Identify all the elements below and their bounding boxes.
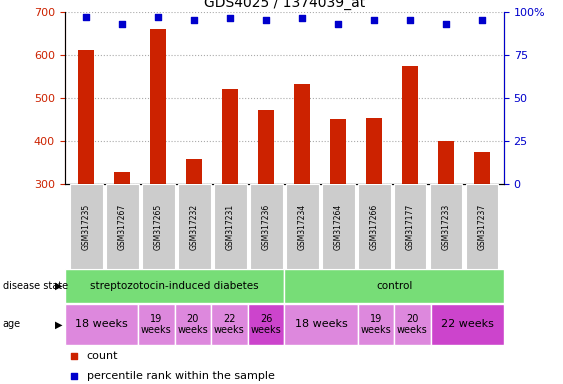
Point (406, 17, 415, 23)
Bar (358, 304, 394, 345)
Bar (70, 184, 102, 269)
Bar (394, 304, 431, 345)
Point (298, 15, 307, 22)
Point (82, 13, 91, 20)
Bar (250, 184, 283, 269)
Text: GSM317265: GSM317265 (154, 204, 163, 250)
Point (226, 15, 235, 22)
Bar (178, 184, 211, 269)
Bar (114, 172, 131, 184)
Bar (284, 270, 504, 303)
Bar (466, 184, 498, 269)
Bar (431, 304, 504, 345)
Point (190, 17, 199, 23)
Bar (142, 184, 175, 269)
Text: 22
weeks: 22 weeks (214, 314, 245, 335)
Text: percentile rank within the sample: percentile rank within the sample (87, 371, 275, 381)
Text: 19
weeks: 19 weeks (141, 314, 172, 335)
Bar (474, 152, 490, 184)
Text: GSM317235: GSM317235 (82, 204, 91, 250)
Bar (286, 184, 319, 269)
Point (154, 13, 163, 20)
Text: GSM317266: GSM317266 (370, 204, 379, 250)
Bar (222, 89, 238, 184)
Bar (438, 141, 454, 184)
Bar (175, 304, 211, 345)
Title: GDS4025 / 1374039_at: GDS4025 / 1374039_at (204, 0, 365, 10)
Text: streptozotocin-induced diabetes: streptozotocin-induced diabetes (90, 281, 259, 291)
Bar (214, 184, 247, 269)
Bar (150, 29, 167, 184)
Point (69, 372, 78, 379)
Bar (186, 159, 203, 184)
Bar (294, 84, 310, 184)
Bar (258, 110, 274, 184)
Text: 20
weeks: 20 weeks (397, 314, 428, 335)
Bar (430, 184, 462, 269)
Point (262, 17, 271, 23)
Point (442, 20, 451, 27)
Bar (358, 184, 391, 269)
Text: GSM317236: GSM317236 (262, 204, 271, 250)
Point (69, 353, 78, 359)
Bar (402, 66, 418, 184)
Text: GSM317231: GSM317231 (226, 204, 235, 250)
Text: 18 weeks: 18 weeks (75, 319, 128, 329)
Text: GSM317232: GSM317232 (190, 204, 199, 250)
Text: GSM317234: GSM317234 (298, 204, 307, 250)
Bar (330, 119, 346, 184)
Bar (106, 184, 138, 269)
Bar (138, 304, 175, 345)
Point (478, 17, 487, 23)
Bar (322, 184, 355, 269)
Text: control: control (376, 281, 412, 291)
Text: 26
weeks: 26 weeks (251, 314, 282, 335)
Text: 22 weeks: 22 weeks (441, 319, 494, 329)
Bar (78, 50, 95, 184)
Text: age: age (3, 319, 21, 329)
Text: ▶: ▶ (55, 281, 62, 291)
Point (334, 20, 343, 27)
Text: GSM317233: GSM317233 (442, 204, 451, 250)
Text: disease state: disease state (3, 281, 68, 291)
Text: 20
weeks: 20 weeks (177, 314, 208, 335)
Bar (65, 270, 284, 303)
Text: count: count (87, 351, 118, 361)
Text: GSM317237: GSM317237 (478, 204, 487, 250)
Text: GSM317177: GSM317177 (406, 204, 415, 250)
Point (118, 20, 127, 27)
Bar (394, 184, 427, 269)
Text: 19
weeks: 19 weeks (360, 314, 391, 335)
Bar (366, 118, 382, 184)
Text: GSM317267: GSM317267 (118, 204, 127, 250)
Text: ▶: ▶ (55, 319, 62, 329)
Bar (248, 304, 284, 345)
Text: GSM317264: GSM317264 (334, 204, 343, 250)
Bar (284, 304, 358, 345)
Point (370, 17, 379, 23)
Bar (65, 304, 138, 345)
Text: 18 weeks: 18 weeks (294, 319, 347, 329)
Bar (211, 304, 248, 345)
